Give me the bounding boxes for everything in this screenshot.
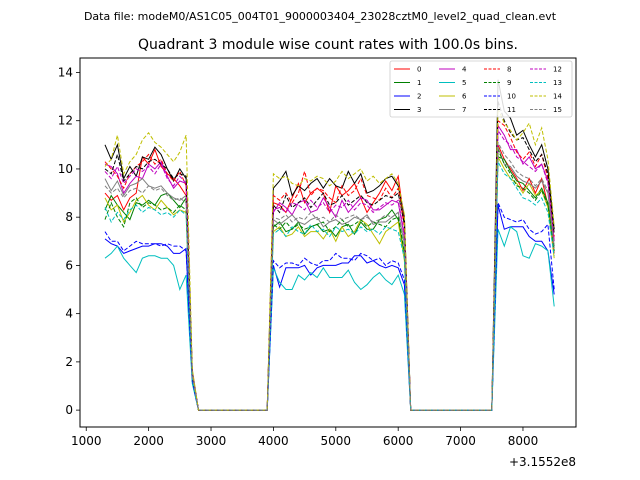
y-tick-label: 0	[65, 403, 73, 417]
x-tick-label: 2000	[133, 434, 164, 448]
legend-label-11: 11	[507, 106, 516, 114]
x-offset-label: +3.1552e8	[509, 455, 576, 469]
legend-label-13: 13	[553, 79, 562, 87]
y-tick-label: 2	[65, 355, 73, 369]
y-tick-label: 12	[58, 114, 73, 128]
chart-title: Quadrant 3 module wise count rates with …	[138, 37, 518, 53]
x-tick-label: 4000	[258, 434, 289, 448]
legend-label-5: 5	[462, 79, 466, 87]
legend-box	[389, 60, 573, 118]
axis-ticks: 1000 2000 3000 4000 5000 6000 7000 800002468101…	[58, 65, 539, 448]
y-tick-label: 8	[65, 210, 73, 224]
y-tick-label: 6	[65, 258, 73, 272]
legend-label-4: 4	[462, 66, 467, 74]
x-tick-label: 5000	[321, 434, 352, 448]
legend-label-9: 9	[507, 79, 511, 87]
series-line-9	[104, 149, 555, 411]
x-tick-label: 6000	[383, 434, 414, 448]
series-line-13	[104, 161, 555, 411]
legend-label-3: 3	[417, 106, 421, 114]
y-tick-label: 4	[65, 307, 73, 321]
legend-label-10: 10	[507, 93, 516, 101]
series-line-15	[104, 142, 555, 411]
legend-label-14: 14	[553, 93, 562, 101]
legend-label-7: 7	[462, 106, 466, 114]
legend-label-1: 1	[417, 79, 421, 87]
axes-frame	[79, 57, 577, 428]
legend-label-8: 8	[507, 66, 511, 74]
legend-label-2: 2	[417, 93, 421, 101]
series-line-14	[104, 108, 555, 411]
series-layer	[104, 79, 555, 411]
x-tick-label: 8000	[508, 434, 539, 448]
y-tick-label: 14	[58, 65, 73, 79]
y-tick-label: 10	[58, 162, 73, 176]
legend-label-15: 15	[553, 106, 562, 114]
legend-label-0: 0	[417, 66, 421, 74]
x-tick-label: 1000	[71, 434, 102, 448]
series-line-8	[104, 119, 555, 411]
legend-label-6: 6	[462, 93, 467, 101]
x-tick-label: 3000	[196, 434, 227, 448]
data-file-suptitle: Data file: modeM0/AS1C05_004T01_90000034…	[84, 10, 557, 23]
legend-label-12: 12	[553, 66, 562, 74]
x-tick-label: 7000	[445, 434, 476, 448]
